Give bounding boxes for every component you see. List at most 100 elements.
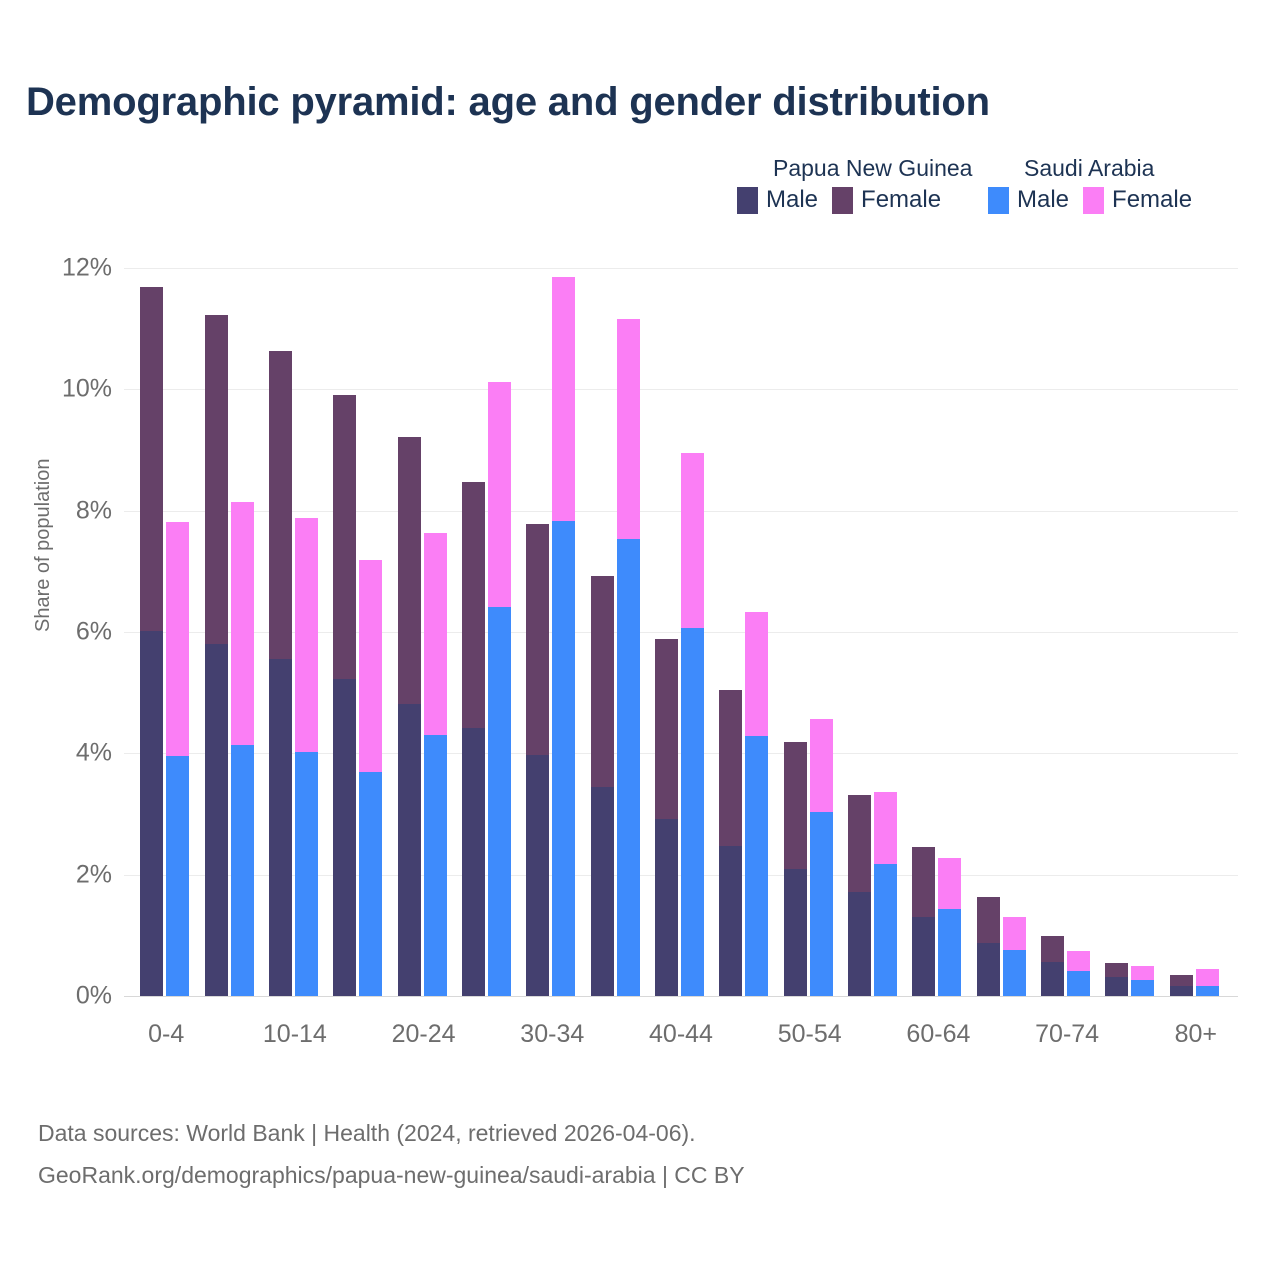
bar-left[interactable]	[1105, 963, 1129, 996]
bar-segment-female[interactable]	[938, 858, 962, 910]
bar-right[interactable]	[230, 502, 254, 996]
bar-segment-female[interactable]	[874, 791, 898, 865]
bar-segment-male[interactable]	[874, 864, 898, 996]
bar-right[interactable]	[294, 517, 318, 996]
bar-right[interactable]	[745, 612, 769, 996]
bar-segment-female[interactable]	[1131, 966, 1155, 981]
bar-segment-female[interactable]	[294, 517, 318, 752]
bar-segment-female[interactable]	[526, 524, 550, 755]
bar-left[interactable]	[204, 315, 228, 996]
bar-segment-male[interactable]	[912, 916, 936, 996]
bar-right[interactable]	[681, 453, 704, 996]
bar-segment-male[interactable]	[1131, 980, 1155, 996]
bar-segment-female[interactable]	[616, 318, 640, 539]
bar-left[interactable]	[1041, 935, 1065, 996]
bar-segment-female[interactable]	[783, 742, 807, 870]
bar-segment-male[interactable]	[230, 744, 254, 996]
bar-segment-male[interactable]	[140, 630, 164, 996]
bar-segment-male[interactable]	[938, 909, 962, 996]
bar-segment-male[interactable]	[359, 772, 383, 996]
bar-right[interactable]	[1195, 968, 1219, 996]
bar-segment-female[interactable]	[745, 612, 769, 737]
bar-right[interactable]	[616, 318, 640, 996]
bar-segment-female[interactable]	[912, 846, 936, 917]
bar-segment-male[interactable]	[552, 520, 576, 996]
bar-segment-male[interactable]	[1169, 985, 1193, 996]
bar-segment-male[interactable]	[1041, 962, 1065, 996]
bar-left[interactable]	[655, 639, 678, 996]
bar-left[interactable]	[912, 846, 936, 996]
bar-segment-female[interactable]	[681, 453, 704, 628]
bar-segment-female[interactable]	[1067, 951, 1091, 972]
bar-right[interactable]	[874, 791, 898, 996]
bar-right[interactable]	[166, 522, 190, 996]
bar-segment-male[interactable]	[719, 846, 743, 996]
bar-segment-male[interactable]	[526, 754, 550, 996]
bar-segment-male[interactable]	[590, 786, 614, 996]
bar-segment-female[interactable]	[423, 532, 447, 736]
bar-segment-male[interactable]	[487, 606, 511, 996]
bar-segment-female[interactable]	[1002, 917, 1026, 950]
bar-right[interactable]	[938, 858, 962, 996]
bar-right[interactable]	[423, 532, 447, 996]
bar-segment-male[interactable]	[423, 735, 447, 996]
bar-segment-male[interactable]	[655, 818, 678, 996]
bar-segment-male[interactable]	[848, 892, 872, 996]
bar-segment-male[interactable]	[745, 736, 769, 996]
bar-segment-male[interactable]	[783, 869, 807, 996]
bar-segment-male[interactable]	[166, 755, 190, 996]
bar-segment-male[interactable]	[294, 751, 318, 996]
bar-left[interactable]	[976, 897, 1000, 996]
bar-segment-male[interactable]	[461, 728, 485, 996]
bar-left[interactable]	[140, 287, 164, 996]
bar-segment-female[interactable]	[1041, 935, 1065, 963]
bar-segment-male[interactable]	[397, 703, 421, 996]
legend-entry-png-female[interactable]: Female	[832, 186, 941, 214]
bar-segment-male[interactable]	[333, 679, 357, 996]
bar-segment-female[interactable]	[719, 690, 743, 847]
bar-left[interactable]	[590, 575, 614, 996]
bar-segment-female[interactable]	[230, 502, 254, 745]
bar-segment-female[interactable]	[359, 559, 383, 773]
bar-segment-female[interactable]	[461, 482, 485, 729]
bar-segment-female[interactable]	[655, 639, 678, 819]
bar-right[interactable]	[1002, 917, 1026, 996]
legend-entry-saudi-female[interactable]: Female	[1083, 186, 1192, 214]
bar-right[interactable]	[359, 559, 383, 996]
legend-entry-saudi-male[interactable]: Male	[988, 186, 1069, 214]
bar-segment-male[interactable]	[809, 811, 833, 996]
bar-segment-male[interactable]	[268, 659, 292, 996]
bar-segment-male[interactable]	[976, 942, 1000, 996]
bar-segment-male[interactable]	[681, 627, 704, 996]
bar-segment-female[interactable]	[140, 287, 164, 631]
bar-segment-male[interactable]	[204, 643, 228, 996]
bar-segment-female[interactable]	[397, 436, 421, 704]
bar-left[interactable]	[333, 395, 357, 996]
bar-segment-female[interactable]	[204, 315, 228, 644]
bar-segment-female[interactable]	[487, 382, 511, 607]
bar-segment-male[interactable]	[1067, 971, 1091, 996]
bar-left[interactable]	[526, 524, 550, 996]
bar-segment-female[interactable]	[1105, 963, 1129, 978]
bar-left[interactable]	[268, 350, 292, 996]
bar-segment-female[interactable]	[1169, 975, 1193, 986]
bar-left[interactable]	[397, 436, 421, 996]
bar-right[interactable]	[487, 382, 511, 996]
bar-segment-female[interactable]	[333, 395, 357, 680]
bar-segment-female[interactable]	[1195, 968, 1219, 987]
bar-segment-female[interactable]	[809, 719, 833, 812]
bar-segment-male[interactable]	[1002, 949, 1026, 996]
bar-right[interactable]	[809, 719, 833, 996]
bar-segment-female[interactable]	[848, 795, 872, 893]
legend-entry-png-male[interactable]: Male	[737, 186, 818, 214]
bar-left[interactable]	[848, 795, 872, 996]
bar-right[interactable]	[1131, 966, 1155, 996]
bar-segment-male[interactable]	[1105, 977, 1129, 996]
bar-segment-female[interactable]	[552, 276, 576, 521]
bar-left[interactable]	[1169, 975, 1193, 996]
bar-segment-female[interactable]	[268, 350, 292, 660]
bar-right[interactable]	[1067, 951, 1091, 996]
bar-left[interactable]	[719, 690, 743, 996]
bar-left[interactable]	[461, 482, 485, 996]
bar-segment-female[interactable]	[166, 522, 190, 756]
